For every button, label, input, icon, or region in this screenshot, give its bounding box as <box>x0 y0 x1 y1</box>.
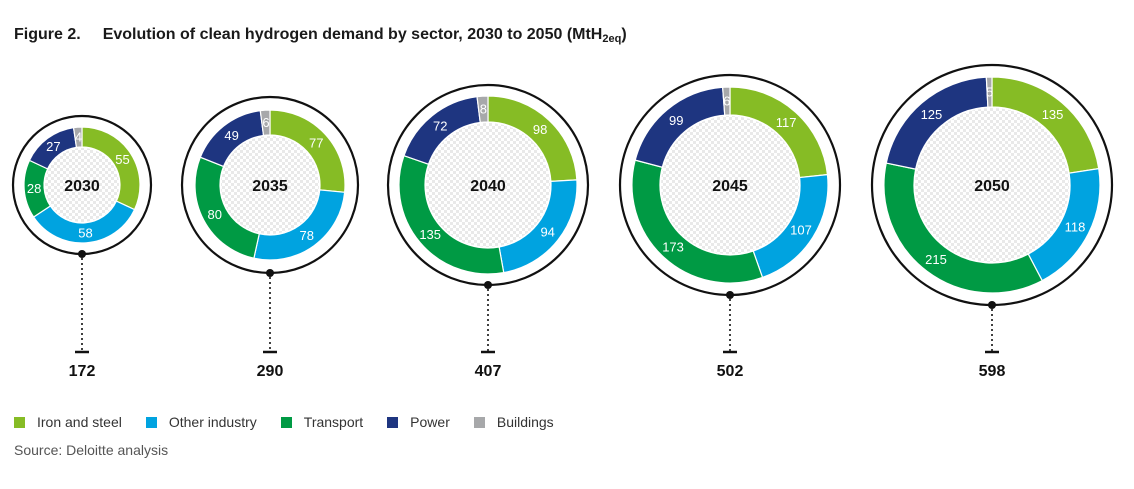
slice-value-label: 117 <box>776 115 797 130</box>
slice-value-label: 72 <box>433 118 447 133</box>
year-label: 2045 <box>712 178 748 195</box>
legend-label: Other industry <box>168 414 257 430</box>
donut-slice-buildings <box>72 126 83 149</box>
chart-title: Figure 2. Evolution of clean hydrogen dem… <box>14 26 627 45</box>
slice-value-label: 107 <box>790 222 812 237</box>
slice-value-label: 118 <box>1065 219 1086 234</box>
legend-item: Transport <box>280 414 364 430</box>
slice-value-label: 28 <box>27 181 41 196</box>
slice-value-label: 78 <box>300 228 314 243</box>
title-text: Evolution of clean hydrogen demand by se… <box>102 26 603 43</box>
connector-dot <box>726 291 734 299</box>
connector-dot <box>266 269 274 277</box>
year-label: 2040 <box>470 178 506 195</box>
title-suffix: ) <box>621 26 627 43</box>
slice-value-label: 80 <box>208 207 222 222</box>
slice-value-label: 58 <box>78 225 92 240</box>
donut-center <box>426 123 550 247</box>
legend-item: Other industry <box>145 414 257 430</box>
legend-swatch <box>145 416 157 428</box>
donut-2030: 55 58 28 27 4 2030 172 <box>11 114 153 380</box>
legend-swatch <box>280 416 292 428</box>
donut-slice-buildings <box>722 86 731 116</box>
slice-value-label: 98 <box>533 122 547 137</box>
slice-value-label: 4 <box>75 130 82 145</box>
source-note: Source: Deloitte analysis <box>14 442 169 458</box>
donut-center <box>221 136 319 234</box>
connector-dot <box>988 301 996 309</box>
donut-chart: 5558282742030172777880496203529098941357… <box>11 63 1114 380</box>
slice-value-label: 135 <box>419 227 441 242</box>
slice-value-label: 215 <box>925 252 947 267</box>
slice-value-label: 77 <box>309 136 323 151</box>
total-label: 172 <box>69 363 96 380</box>
figure-label: Figure 2. <box>14 26 81 43</box>
donut-2035: 77 78 80 49 6 2035 290 <box>180 95 360 380</box>
donut-2045: 117 107 173 99 6 2045 502 <box>618 73 842 380</box>
donut-slice-buildings <box>476 95 489 124</box>
slice-value-label: 173 <box>662 239 684 254</box>
legend-item: Buildings <box>473 414 554 430</box>
legend: Iron and steel Other industry Transport Pow… <box>14 414 554 430</box>
slice-value-label: 99 <box>669 113 683 128</box>
legend-item: Power <box>387 414 450 430</box>
legend-label: Buildings <box>496 414 554 430</box>
donut-slice-transport <box>883 162 1044 294</box>
legend-label: Iron and steel <box>37 414 122 430</box>
donut-center <box>915 108 1069 262</box>
year-label: 2050 <box>974 178 1010 195</box>
donut-slice-buildings <box>259 109 271 137</box>
donut-2040: 98 94 135 72 8 2040 407 <box>386 83 590 380</box>
slice-value-label: 8 <box>480 102 487 117</box>
year-label: 2035 <box>252 178 288 195</box>
legend-label: Transport <box>303 414 364 430</box>
slice-value-label: 94 <box>540 225 554 240</box>
legend-swatch <box>387 416 399 428</box>
legend-label: Power <box>410 414 450 430</box>
donut-center <box>661 116 799 254</box>
legend-swatch <box>473 416 485 428</box>
total-label: 598 <box>979 363 1006 380</box>
donut-center <box>45 148 119 222</box>
slice-value-label: 135 <box>1042 107 1064 122</box>
slice-value-label: 125 <box>921 107 943 122</box>
slice-value-label: 6 <box>262 115 269 130</box>
connector-dot <box>78 250 86 258</box>
year-label: 2030 <box>64 178 100 195</box>
donut-slice-buildings <box>985 76 993 108</box>
slice-value-label: 5 <box>986 85 993 100</box>
legend-swatch <box>14 416 25 428</box>
slice-value-label: 27 <box>46 139 60 154</box>
title-subscript: 2eq <box>602 33 622 45</box>
total-label: 407 <box>475 363 502 380</box>
legend-item: Iron and steel <box>14 414 122 430</box>
slice-value-label: 55 <box>115 152 129 167</box>
slice-value-label: 6 <box>723 94 730 109</box>
total-label: 502 <box>717 363 744 380</box>
connector-dot <box>484 281 492 289</box>
donut-2050: 135 118 215 125 5 2050 598 <box>870 63 1114 380</box>
total-label: 290 <box>257 363 284 380</box>
slice-value-label: 49 <box>224 128 238 143</box>
